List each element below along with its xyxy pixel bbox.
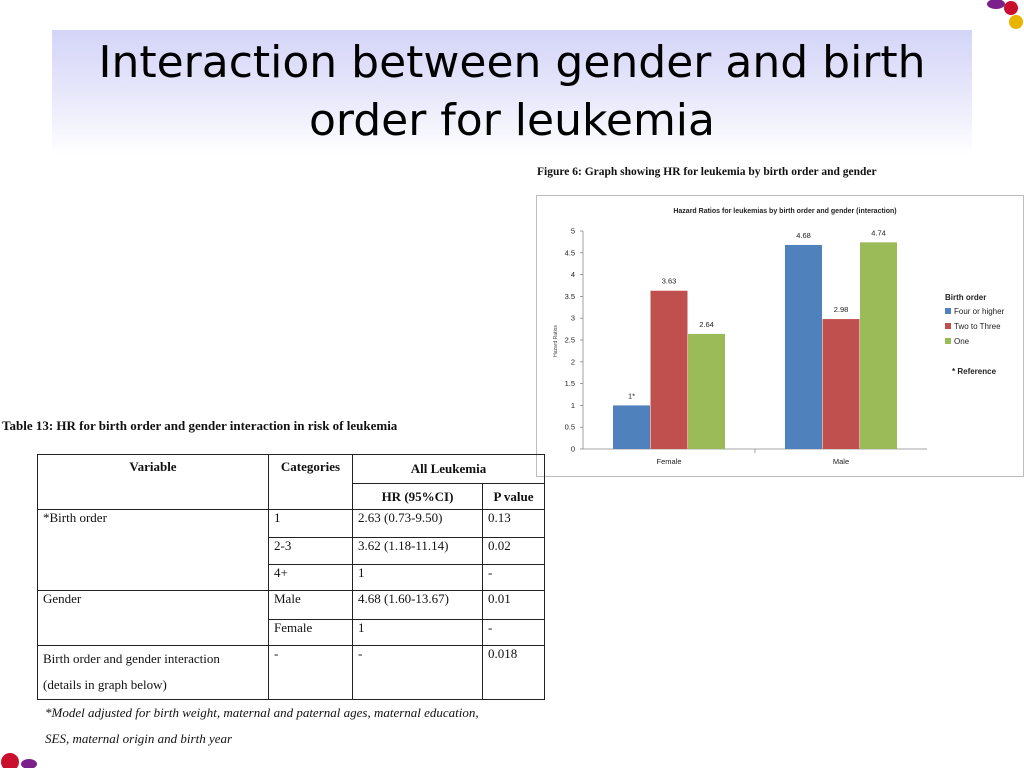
table-header-row: Variable Categories All Leukemia xyxy=(37,454,545,510)
cell-category: 1 xyxy=(268,509,353,538)
header-variable: Variable xyxy=(37,454,269,510)
hr-table: Variable Categories All Leukemia HR (95%… xyxy=(37,454,545,700)
header-all-leukemia: All Leukemia xyxy=(352,454,545,484)
header-hr: HR (95%CI) xyxy=(352,483,483,510)
cell-hr: 4.68 (1.60-13.67) xyxy=(352,590,483,620)
interaction-note: (details in graph below) xyxy=(43,677,167,692)
legend-entry: Two to Three xyxy=(954,322,1001,331)
x-tick-label: Female xyxy=(656,457,681,466)
bar xyxy=(613,405,650,449)
cell-category: 2-3 xyxy=(268,537,353,565)
cell-hr: 1 xyxy=(352,564,483,591)
y-axis-label: Hazard Ratios xyxy=(553,325,559,357)
y-tick-label: 1.5 xyxy=(565,379,575,388)
purple-dot xyxy=(987,0,1005,9)
table-subheader-row: HR (95%CI) P value xyxy=(38,483,545,510)
y-tick-label: 4 xyxy=(571,270,575,279)
cell-p: - xyxy=(482,564,545,591)
cell-category: 4+ xyxy=(268,564,353,591)
cell-variable: Birth order and gender interaction (deta… xyxy=(37,645,269,700)
reference-note: * Reference xyxy=(952,367,997,376)
cell-category: Female xyxy=(268,619,353,646)
bar-data-label: 1* xyxy=(628,391,635,400)
y-tick-label: 0 xyxy=(571,445,575,454)
chart-container: Hazard Ratios for leukemias by birth ord… xyxy=(536,195,1024,477)
cell-p: 0.02 xyxy=(482,537,545,565)
y-tick-label: 5 xyxy=(571,227,575,236)
red-dot xyxy=(1,753,19,768)
bar xyxy=(860,242,897,449)
table-row: *Birth order 1 2.63 (0.73-9.50) 0.13 xyxy=(37,509,545,591)
bar-data-label: 4.68 xyxy=(796,231,811,240)
cell-p: 0.13 xyxy=(482,509,545,538)
cell-variable: *Birth order xyxy=(37,509,269,591)
bar xyxy=(650,290,688,449)
cell-hr: - xyxy=(352,645,483,700)
table-caption: Table 13: HR for birth order and gender … xyxy=(2,418,398,433)
title-line-2: order for leukemia xyxy=(308,95,715,146)
header-categories: Categories xyxy=(268,454,353,510)
corner-decoration-bottom-left xyxy=(1,753,37,768)
cell-variable: Gender xyxy=(37,590,269,646)
y-tick-label: 2 xyxy=(571,357,575,366)
legend-title: Birth order xyxy=(945,293,986,302)
hazard-ratio-bar-chart: Hazard Ratios for leukemias by birth ord… xyxy=(553,208,1005,466)
table-row: 2-3 3.62 (1.18-11.14) 0.02 xyxy=(38,537,545,565)
cell-hr: 3.62 (1.18-11.14) xyxy=(352,537,483,565)
slide-title: Interaction between gender and birth ord… xyxy=(52,34,972,150)
bar xyxy=(785,244,822,449)
bar-data-label: 2.64 xyxy=(699,320,714,329)
table-row: Gender Male 4.68 (1.60-13.67) 0.01 xyxy=(37,590,545,646)
bar-data-label: 2.98 xyxy=(834,305,849,314)
legend-swatch xyxy=(945,308,951,314)
title-band xyxy=(52,30,972,155)
y-tick-label: 2.5 xyxy=(565,336,575,345)
legend-swatch xyxy=(945,323,951,329)
chart-title: Hazard Ratios for leukemias by birth ord… xyxy=(673,208,896,215)
purple-dot xyxy=(21,759,37,768)
bar xyxy=(688,333,725,449)
y-tick-label: 1 xyxy=(571,401,575,410)
footnote-line-2: SES, maternal origin and birth year xyxy=(45,731,233,746)
legend-entry: Four or higher xyxy=(954,307,1005,316)
header-p-value: P value xyxy=(482,483,545,510)
cell-category: Male xyxy=(268,590,353,620)
legend-entry: One xyxy=(954,337,970,346)
cell-p: 0.018 xyxy=(482,645,545,700)
interaction-label: Birth order and gender interaction xyxy=(43,651,220,666)
red-dot xyxy=(1004,1,1018,15)
x-tick-label: Male xyxy=(833,457,849,466)
cell-hr: 2.63 (0.73-9.50) xyxy=(352,509,483,538)
cell-p: - xyxy=(482,619,545,646)
cell-category: - xyxy=(268,645,353,700)
y-tick-label: 0.5 xyxy=(565,423,575,432)
title-line-1: Interaction between gender and birth xyxy=(98,37,926,88)
table-row: 4+ 1 - xyxy=(38,564,545,591)
y-tick-label: 4.5 xyxy=(565,248,575,257)
legend-swatch xyxy=(945,338,951,344)
table-footnote: *Model adjusted for birth weight, matern… xyxy=(45,700,605,752)
cell-p: 0.01 xyxy=(482,590,545,620)
yellow-dot xyxy=(1009,15,1023,29)
bar-data-label: 3.63 xyxy=(662,277,677,286)
y-tick-label: 3.5 xyxy=(565,292,575,301)
figure-caption: Figure 6: Graph showing HR for leukemia … xyxy=(537,166,877,178)
table-row: Birth order and gender interaction (deta… xyxy=(37,645,545,700)
y-tick-label: 3 xyxy=(571,314,575,323)
bar xyxy=(822,319,860,449)
cell-hr: 1 xyxy=(352,619,483,646)
bar-data-label: 4.74 xyxy=(871,228,886,237)
corner-decoration-top-right xyxy=(987,0,1023,29)
footnote-line-1: *Model adjusted for birth weight, matern… xyxy=(45,705,479,720)
table-row: Female 1 - xyxy=(38,619,545,646)
